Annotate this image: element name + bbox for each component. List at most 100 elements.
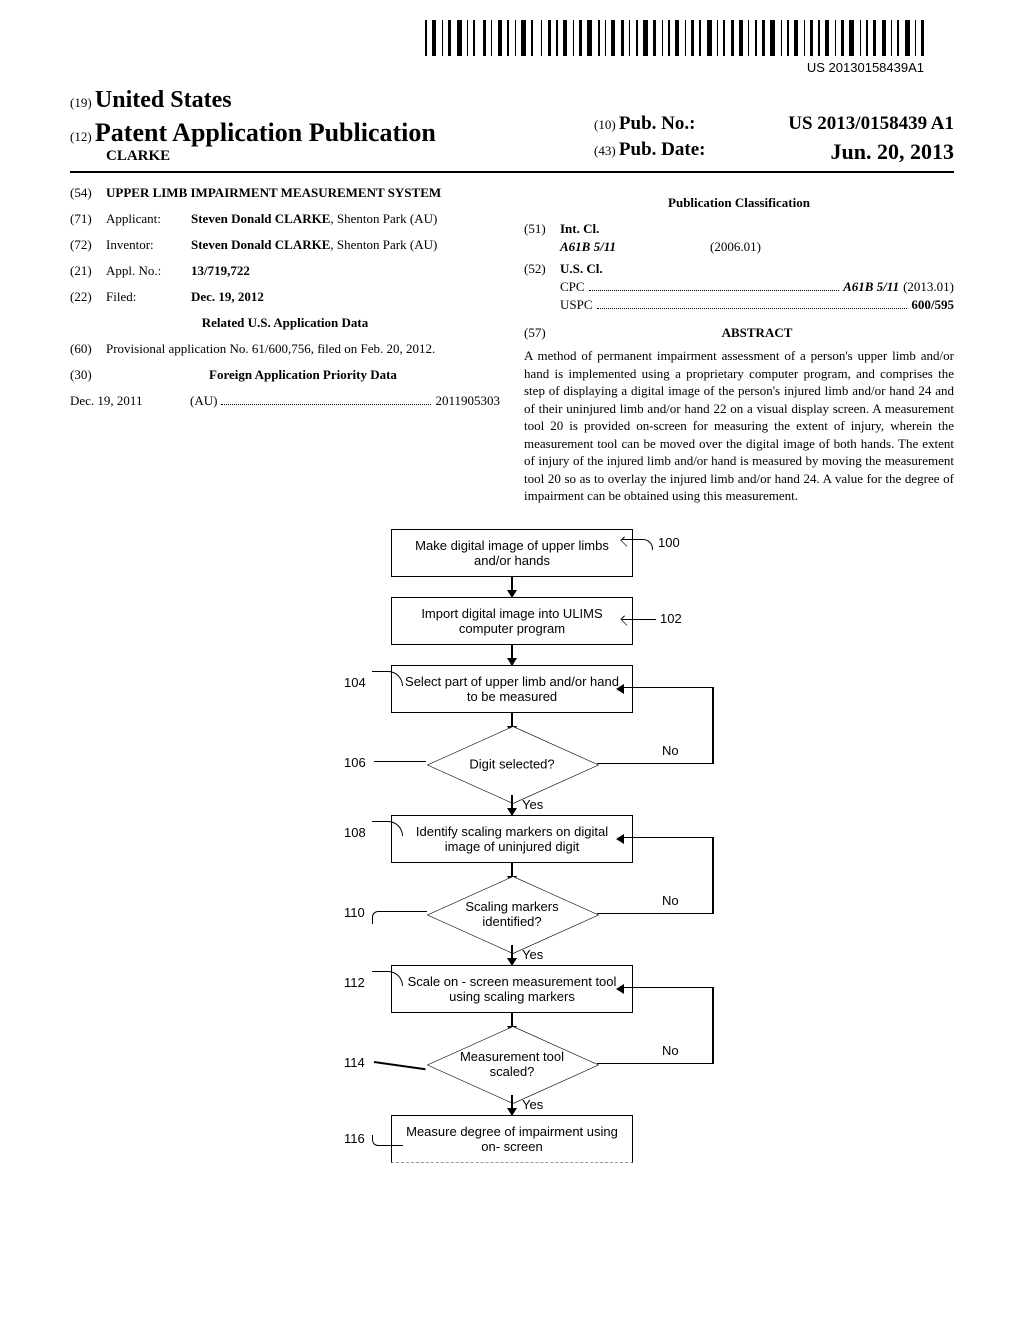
- right-column: Publication Classification (51) Int. Cl.…: [524, 185, 954, 505]
- foreign-heading: Foreign Application Priority Data: [106, 367, 500, 383]
- inventor-name: Steven Donald CLARKE: [191, 237, 330, 252]
- country-code: (19): [70, 95, 92, 110]
- cpc-ver: (2013.01): [903, 279, 954, 295]
- flow-decision-110: Scaling markers identified?: [427, 883, 597, 945]
- no-line: [712, 687, 714, 764]
- pub-no-code: (10): [594, 117, 616, 132]
- int-cl-label: Int. Cl.: [560, 221, 954, 237]
- invention-title: UPPER LIMB IMPAIRMENT MEASUREMENT SYSTEM: [106, 185, 500, 201]
- abstract-code: (57): [524, 325, 560, 341]
- yes-label: Yes: [522, 1097, 543, 1112]
- pub-no-label: Pub. No.:: [619, 113, 696, 134]
- feedback-line: [624, 687, 714, 688]
- flow-step-112: Scale on - screen measurement tool using…: [391, 965, 633, 1013]
- cpc-label: CPC: [560, 279, 585, 295]
- flow-decision-114: Measurement tool scaled?: [427, 1033, 597, 1095]
- inventor-label: Inventor:: [106, 237, 191, 253]
- applicant-name: Steven Donald CLARKE: [191, 211, 330, 226]
- dotted-line: [597, 308, 908, 309]
- no-line: [597, 763, 712, 765]
- provisional-code: (60): [70, 341, 106, 357]
- foreign-date: Dec. 19, 2011: [70, 393, 190, 409]
- no-label: No: [662, 893, 679, 908]
- uspc-val: 600/595: [911, 297, 954, 313]
- us-cl-label: U.S. Cl.: [560, 261, 954, 277]
- inventor-value: Steven Donald CLARKE, Shenton Park (AU): [191, 237, 500, 253]
- applicant-loc: , Shenton Park (AU): [330, 211, 437, 226]
- us-cl-code: (52): [524, 261, 560, 277]
- foreign-country: (AU): [190, 393, 217, 409]
- arrow-icon: [511, 577, 513, 597]
- class-heading: Publication Classification: [524, 195, 954, 211]
- pub-date-code: (43): [594, 143, 616, 158]
- ref-104: 104: [344, 675, 366, 690]
- flowchart: Make digital image of upper limbs and/or…: [262, 529, 762, 1163]
- flow-step-104: Select part of upper limb and/or hand to…: [391, 665, 633, 713]
- related-heading: Related U.S. Application Data: [70, 315, 500, 331]
- cpc-val: A61B 5/11: [843, 279, 899, 295]
- int-cl-code: (51): [524, 221, 560, 237]
- no-line: [712, 987, 714, 1064]
- feedback-line: [624, 837, 714, 838]
- appl-no-value: 13/719,722: [191, 263, 500, 279]
- ref-108: 108: [344, 825, 366, 840]
- title-code: (54): [70, 185, 106, 201]
- ref-line: [374, 761, 426, 763]
- foreign-no: 2011905303: [435, 393, 500, 409]
- barcode-text: US 20130158439A1: [425, 60, 924, 75]
- abstract-text: A method of permanent impairment assessm…: [524, 347, 954, 505]
- no-line: [712, 837, 714, 914]
- no-label: No: [662, 743, 679, 758]
- decision-text: Digit selected?: [427, 756, 597, 771]
- ref-102: 102: [660, 611, 682, 626]
- pub-date-value: Jun. 20, 2013: [831, 139, 954, 165]
- dotted-line: [221, 404, 431, 405]
- flow-step-102: Import digital image into ULIMS computer…: [391, 597, 633, 645]
- filed-label: Filed:: [106, 289, 191, 305]
- no-label: No: [662, 1043, 679, 1058]
- appl-no-code: (21): [70, 263, 106, 279]
- ref-106: 106: [344, 755, 366, 770]
- inventor-code: (72): [70, 237, 106, 253]
- applicant-value: Steven Donald CLARKE, Shenton Park (AU): [191, 211, 500, 227]
- ref-line: [372, 1135, 403, 1146]
- arrow-icon: [511, 645, 513, 665]
- flow-step-116: Measure degree of impairment using on- s…: [391, 1115, 633, 1163]
- header-right: (10) Pub. No.: US 2013/0158439 A1 (43) P…: [594, 113, 954, 165]
- author-name: CLARKE: [106, 148, 436, 165]
- applicant-code: (71): [70, 211, 106, 227]
- int-cl-ver: (2006.01): [710, 239, 761, 255]
- kind-label: Patent Application Publication: [95, 118, 436, 147]
- ref-line: [374, 1061, 426, 1070]
- ref-line: [372, 911, 427, 924]
- biblio-columns: (54) UPPER LIMB IMPAIRMENT MEASUREMENT S…: [70, 185, 954, 505]
- pub-date-label: Pub. Date:: [619, 139, 706, 160]
- arrow-icon: [511, 945, 513, 965]
- left-column: (54) UPPER LIMB IMPAIRMENT MEASUREMENT S…: [70, 185, 500, 505]
- filed-value: Dec. 19, 2012: [191, 289, 500, 305]
- filed-code: (22): [70, 289, 106, 305]
- feedback-line: [624, 987, 714, 988]
- no-line: [597, 913, 712, 915]
- yes-label: Yes: [522, 797, 543, 812]
- ref-100: 100: [658, 535, 680, 550]
- flow-step-100: Make digital image of upper limbs and/or…: [391, 529, 633, 577]
- provisional-text: Provisional application No. 61/600,756, …: [106, 341, 500, 357]
- barcode-lines: [425, 20, 924, 56]
- decision-text: Measurement tool scaled?: [427, 1049, 597, 1079]
- barcode-block: US 20130158439A1: [70, 20, 954, 77]
- country-name: United States: [95, 87, 232, 113]
- foreign-code: (30): [70, 367, 106, 383]
- applicant-label: Applicant:: [106, 211, 191, 227]
- no-line: [597, 1063, 712, 1065]
- ref-110: 110: [344, 905, 365, 920]
- dotted-line: [589, 290, 840, 291]
- flow-decision-106: Digit selected?: [427, 733, 597, 795]
- arrow-icon: [511, 1095, 513, 1115]
- flow-step-108: Identify scaling markers on digital imag…: [391, 815, 633, 863]
- appl-no-label: Appl. No.:: [106, 263, 191, 279]
- header-row: (19) United States (12) Patent Applicati…: [70, 87, 954, 173]
- ref-112: 112: [344, 975, 365, 990]
- pub-no-value: US 2013/0158439 A1: [788, 113, 954, 135]
- abstract-label: ABSTRACT: [560, 325, 954, 341]
